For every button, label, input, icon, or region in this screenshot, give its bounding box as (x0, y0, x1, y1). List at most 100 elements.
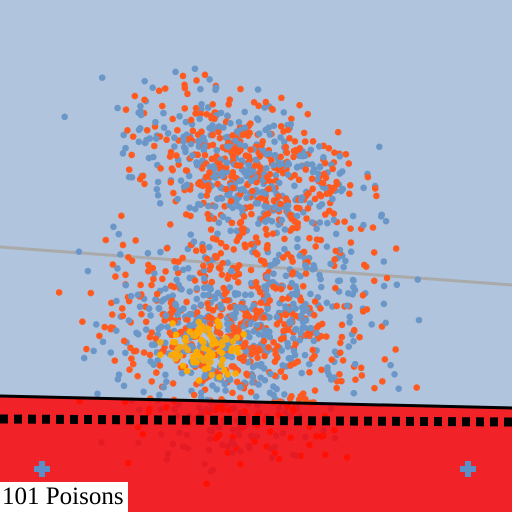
particle (266, 297, 274, 304)
particle (413, 384, 421, 391)
zone-edge (0, 394, 512, 410)
particle (151, 341, 159, 348)
particle (227, 197, 235, 205)
particle (187, 231, 195, 238)
particle (241, 142, 249, 150)
particle (309, 346, 317, 354)
particle (287, 362, 294, 369)
particle (160, 124, 168, 131)
particle (116, 251, 124, 258)
particle (351, 360, 359, 368)
particle (172, 264, 180, 272)
particle (218, 271, 226, 279)
particle (212, 84, 220, 91)
particle (321, 159, 329, 167)
particle (206, 169, 213, 176)
particle (260, 332, 268, 340)
particle (311, 265, 318, 272)
particle (203, 111, 211, 118)
particle (264, 305, 271, 313)
particle (227, 227, 234, 235)
particle (226, 284, 234, 291)
particle (370, 277, 378, 285)
particle (128, 151, 135, 159)
particle (243, 172, 250, 180)
particle (209, 337, 217, 344)
particle (118, 305, 126, 312)
particle (328, 187, 335, 195)
particle (162, 371, 169, 379)
particle (221, 380, 229, 388)
particle (233, 227, 241, 235)
particle (224, 275, 232, 283)
particle (313, 225, 320, 233)
particle (155, 305, 163, 312)
particle (193, 285, 201, 292)
particle (196, 115, 203, 123)
particle (148, 281, 155, 289)
particle (202, 173, 210, 181)
particle (205, 291, 212, 299)
particle (337, 339, 344, 347)
particle (216, 134, 224, 142)
particle (200, 291, 207, 299)
particle (228, 149, 236, 156)
particle (327, 260, 334, 268)
particle (252, 279, 260, 286)
particle (336, 370, 343, 378)
particle (200, 356, 207, 364)
particle (126, 366, 133, 373)
particle (252, 307, 260, 314)
particle (262, 126, 269, 134)
particle (156, 362, 164, 369)
particle (269, 230, 277, 237)
particle (360, 261, 368, 269)
particle (264, 174, 271, 181)
particle (147, 312, 154, 319)
particle (122, 281, 130, 289)
particle (254, 354, 261, 362)
particle (291, 351, 299, 359)
particle (286, 306, 293, 313)
particle (340, 263, 348, 271)
particle (206, 76, 213, 83)
particle (201, 373, 208, 380)
particle (275, 179, 283, 187)
particle (247, 388, 255, 396)
particle (197, 110, 204, 118)
particle (186, 288, 194, 295)
particle (292, 326, 299, 334)
particle (146, 135, 154, 142)
particle (289, 269, 297, 276)
particle (243, 310, 251, 318)
particle (248, 350, 256, 358)
particle (300, 129, 308, 137)
particle (90, 347, 97, 355)
plus-marker (465, 461, 471, 477)
particle (311, 387, 319, 394)
particle (201, 143, 208, 150)
particle (343, 302, 351, 309)
particle (235, 118, 243, 126)
particle (222, 185, 230, 193)
particle (236, 219, 244, 227)
particle (228, 345, 236, 352)
particle (338, 377, 345, 385)
particle (364, 173, 372, 181)
particle (208, 371, 216, 379)
particle (219, 356, 226, 363)
particle (286, 134, 293, 142)
particle (278, 216, 286, 224)
particle (265, 344, 272, 351)
particle (166, 153, 174, 160)
particle (271, 138, 278, 145)
particle (311, 298, 319, 305)
particle (360, 221, 367, 229)
particle (272, 257, 279, 264)
particle (232, 137, 239, 145)
particle (282, 272, 290, 280)
particle (303, 215, 310, 222)
particle (168, 331, 175, 339)
particle (325, 371, 333, 379)
particle (299, 282, 307, 290)
